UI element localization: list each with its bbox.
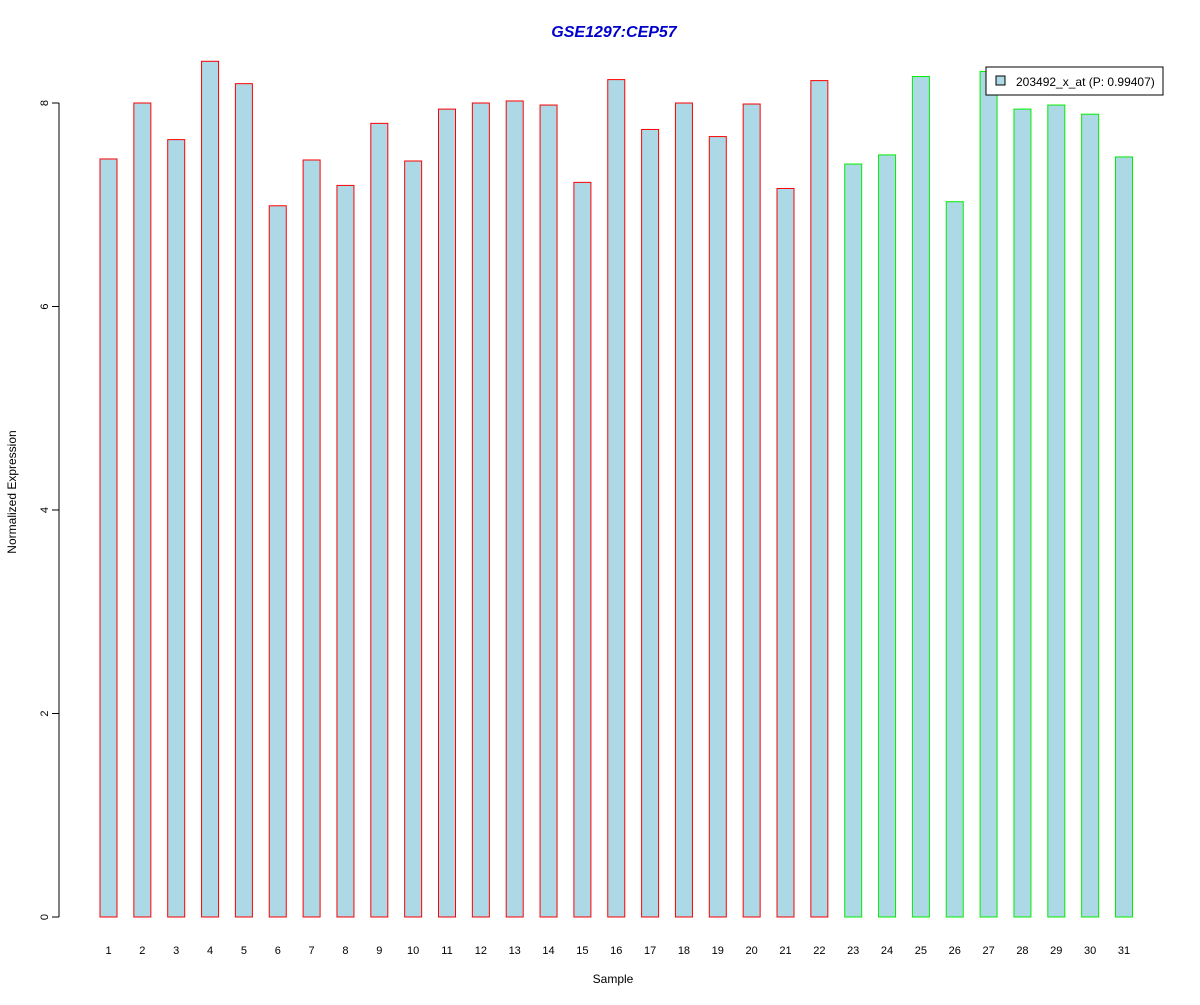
x-tick-label: 20 [746,945,758,957]
bar-sample-13 [505,100,524,918]
x-tick-label: 7 [309,945,315,957]
bar-sample-15 [573,181,592,918]
x-tick-label: 26 [949,945,961,957]
x-tick-label: 12 [475,945,487,957]
bar-sample-29 [1047,104,1066,918]
x-tick-label: 24 [881,945,893,957]
x-tick-label: 11 [441,945,452,957]
bar-sample-25 [911,76,930,918]
x-tick-label: 6 [275,945,281,957]
x-tick-label: 28 [1016,945,1028,957]
x-tick-label: 22 [813,945,825,957]
x-tick-label: 2 [139,945,145,957]
x-tick-label: 15 [576,945,588,957]
bar-sample-20 [742,103,761,918]
bar-sample-7 [302,159,321,918]
x-axis-tick-labels: 1 2 3 4 5 6 7 8 9 10 11 12 13 14 15 16 17 18 19 20 21 22 23 24 2… [105,945,1130,957]
x-tick-label: 5 [241,945,247,957]
y-tick-label: 2 [39,710,51,716]
bar-sample-14 [539,104,558,918]
legend-label: 203492_x_at (P: 0.99407) [1016,75,1155,89]
y-tick-label: 8 [39,100,51,106]
x-axis-label: Sample [593,972,634,986]
x-tick-label: 17 [644,945,656,957]
x-tick-label: 4 [207,945,213,957]
legend-swatch [995,75,1006,86]
x-tick-label: 30 [1084,945,1096,957]
bar-sample-16 [607,79,626,918]
legend: 203492_x_at (P: 0.99407) [985,66,1164,96]
legend-box [985,66,1164,96]
bar-sample-28 [1013,108,1032,918]
x-tick-label: 31 [1118,945,1130,957]
bar-sample-1 [99,158,118,918]
bar-sample-22 [810,80,829,918]
bar-sample-2 [133,102,152,918]
x-tick-label: 27 [982,945,994,957]
bar-sample-9 [370,122,389,918]
x-tick-label: 29 [1050,945,1062,957]
bar-sample-19 [708,136,727,918]
x-tick-label: 8 [342,945,348,957]
bar-sample-17 [641,128,660,918]
x-tick-label: 14 [542,945,554,957]
x-tick-label: 13 [509,945,521,957]
bars [99,60,1133,918]
y-tick-label: 0 [39,914,51,920]
bar-sample-11 [438,108,456,918]
x-tick-label: 1 [105,945,111,957]
y-axis-label: Normalized Expression [5,430,19,553]
x-tick-label: 18 [678,945,690,957]
bar-sample-23 [844,163,863,918]
y-tick-label: 4 [39,507,51,513]
bar-sample-12 [471,102,490,918]
bar-sample-24 [878,154,897,918]
bar-sample-8 [336,184,355,918]
bar-sample-5 [234,83,253,918]
bar-sample-6 [268,205,287,918]
x-tick-label: 25 [915,945,927,957]
x-tick-label: 9 [376,945,382,957]
x-tick-label: 16 [610,945,622,957]
bar-sample-27 [979,70,998,918]
bar-sample-21 [776,187,795,918]
y-tick-label: 6 [39,303,51,309]
y-axis: 0 2 4 6 8 [39,100,60,920]
x-tick-label: 10 [407,945,419,957]
x-tick-label: 21 [779,945,791,957]
bar-sample-18 [674,102,693,918]
x-tick-label: 23 [847,945,859,957]
bar-sample-30 [1081,113,1100,918]
chart-title: GSE1297:CEP57 [551,24,678,41]
bar-sample-10 [404,160,423,918]
bar-sample-4 [201,60,220,918]
bar-sample-3 [167,139,186,918]
bar-sample-31 [1115,156,1133,918]
x-tick-label: 19 [712,945,724,957]
x-tick-label: 3 [173,945,179,957]
bar-sample-26 [945,201,964,918]
